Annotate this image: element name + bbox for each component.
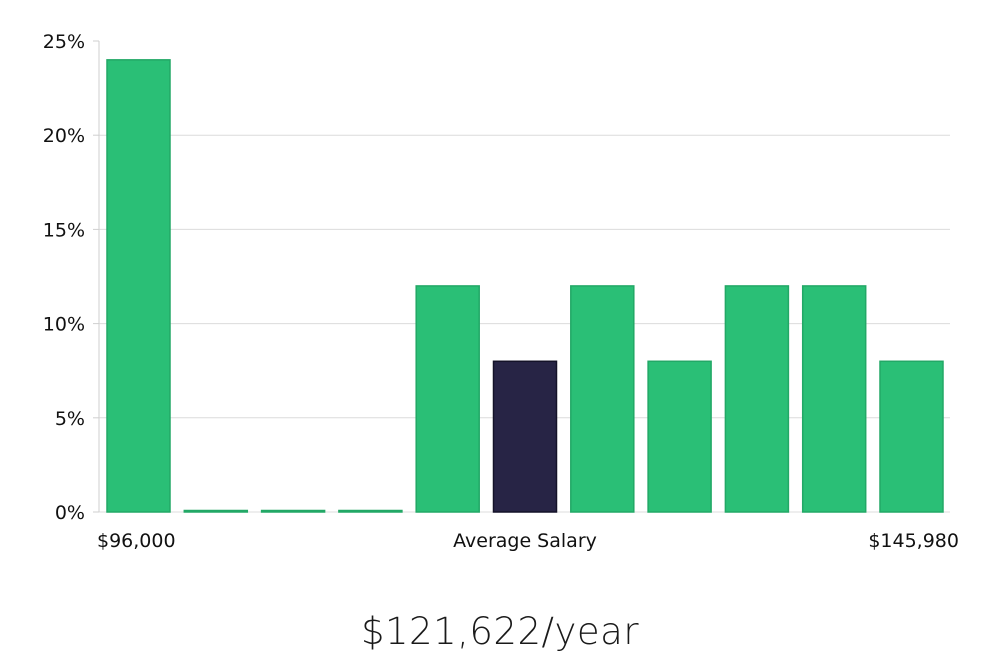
x-label-max: $145,980 (868, 530, 959, 552)
bar-3 (260, 509, 326, 513)
bars (106, 59, 944, 513)
bar-9 (724, 285, 790, 513)
bar-5 (415, 285, 480, 513)
y-tick-label-4: 20% (43, 125, 85, 147)
x-label-average: Average Salary (453, 530, 597, 552)
bar-4 (338, 509, 403, 513)
bar-10 (801, 285, 867, 513)
y-tick-label-3: 15% (43, 219, 85, 241)
bar-7 (570, 285, 635, 513)
y-tick-label-5: 25% (43, 31, 85, 53)
y-tick-label-0: 0% (55, 502, 85, 524)
bar-8 (647, 360, 712, 513)
x-label-min: $96,000 (97, 530, 176, 552)
bar-2 (183, 509, 249, 513)
bar-average-highlight (492, 360, 558, 513)
y-tick-label-2: 10% (43, 314, 85, 336)
salary-distribution-chart: 0%5%10%15%20%25% $96,000 Average Salary … (43, 31, 959, 552)
y-tick-label-1: 5% (55, 408, 85, 430)
average-salary-value: $121,622/year (360, 610, 640, 653)
bar-11 (879, 360, 944, 513)
bar-1 (106, 59, 171, 513)
y-axis-ticks: 0% 5% 10% 15% 20% 25% (43, 31, 99, 524)
